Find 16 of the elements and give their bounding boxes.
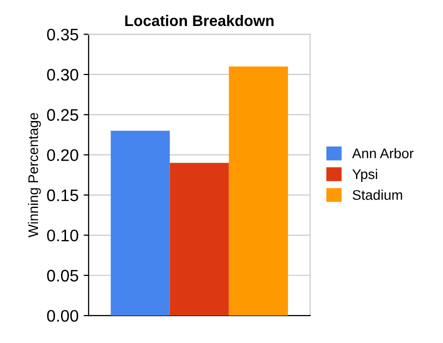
legend-label: Ypsi bbox=[352, 168, 378, 182]
y-tick-label: 0.30 bbox=[47, 68, 78, 81]
y-tick-label: 0.05 bbox=[47, 270, 78, 282]
y-tick-label: 0.00 bbox=[47, 310, 78, 322]
y-tick-label: 0.20 bbox=[47, 149, 78, 162]
y-axis-title: Winning Percentage bbox=[28, 113, 41, 238]
y-tick-label: 0.35 bbox=[47, 28, 78, 41]
chart-title: Location Breakdown bbox=[125, 14, 274, 26]
bar bbox=[170, 162, 229, 316]
y-tick-label: 0.25 bbox=[47, 109, 78, 121]
legend-label: Stadium bbox=[352, 190, 402, 200]
y-tick-label: 0.10 bbox=[47, 230, 78, 242]
bar bbox=[110, 130, 170, 316]
legend-label: Ann Arbor bbox=[352, 148, 414, 158]
bar bbox=[228, 66, 288, 316]
y-tick-label: 0.15 bbox=[47, 189, 78, 202]
